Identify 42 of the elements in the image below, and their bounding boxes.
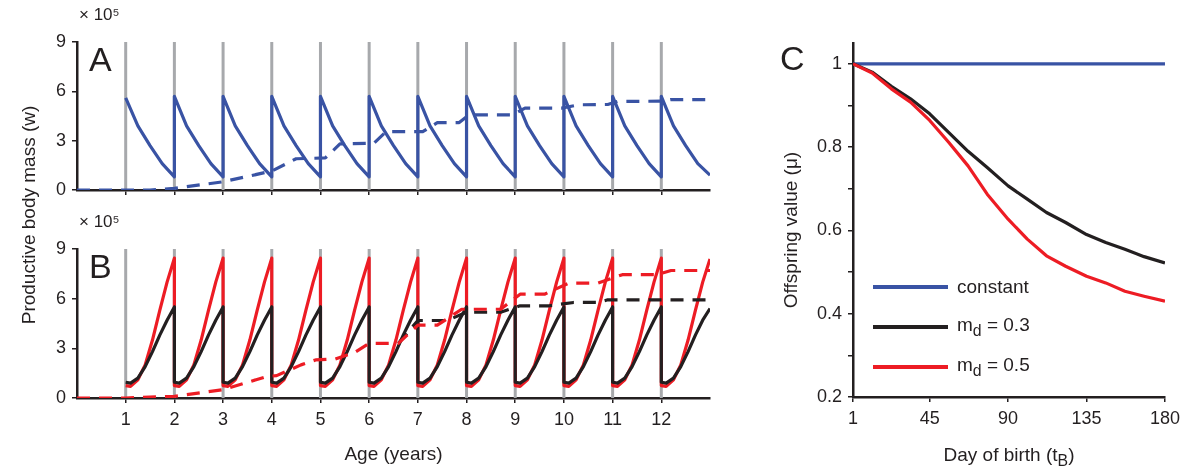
y-tick-label: 3: [55, 337, 66, 358]
legend-label: m$_{d}$ = 0.5: [957, 354, 1030, 380]
annotation: B: [89, 247, 112, 285]
legend-label: constant: [957, 276, 1029, 298]
y-tick-label: 0: [55, 178, 66, 199]
x-tick-label: 180: [1149, 407, 1181, 428]
x-axis-title: Day of birth (t$_{B}$): [943, 444, 1075, 469]
x-tick-label: 12: [651, 408, 672, 429]
x-tick-label: 135: [1071, 407, 1102, 428]
text: C: [780, 39, 805, 77]
annotation: A: [89, 40, 112, 78]
x-tick-label: 1: [120, 408, 131, 429]
y-tick-label: 6: [55, 80, 66, 101]
x-tick-label: 4: [266, 408, 277, 429]
legend-label: m$_{d}$ = 0.3: [957, 314, 1030, 340]
x-tick-label: 3: [218, 408, 229, 429]
y-tick-label: 0.8: [816, 136, 842, 157]
x-tick-label: 8: [461, 408, 472, 429]
x-tick-label: 10: [553, 408, 574, 429]
x-tick-label: 5: [315, 408, 326, 429]
y-tick-label: 0: [55, 386, 66, 407]
x-tick-label: 7: [412, 408, 423, 429]
x-tick-label: 6: [364, 408, 375, 429]
x-tick-label: 45: [919, 407, 940, 428]
y-tick-label: 9: [55, 237, 66, 258]
y-tick-label: 0.6: [816, 219, 842, 240]
x-tick-label: 11: [603, 408, 622, 429]
text: × 10⁵: [79, 212, 120, 231]
x-axis-title: Age (years): [344, 443, 443, 464]
text: × 10⁵: [79, 5, 120, 24]
y-tick-label: 0.4: [816, 302, 842, 323]
x-tick-label: 9: [510, 408, 521, 429]
y-axis-title: Offspring value (μ): [779, 151, 801, 309]
x-tick-label: 90: [998, 407, 1019, 428]
y-tick-label: 6: [55, 287, 66, 308]
y-tick-label: 0.2: [816, 385, 842, 406]
y-tick-label: 9: [55, 30, 66, 51]
x-tick-label: 2: [169, 408, 180, 429]
y-axis-title: Productive body mass (w): [17, 105, 39, 325]
x-tick-label: 1: [847, 407, 859, 428]
y-tick-label: 1: [831, 52, 842, 73]
y-tick-label: 3: [55, 129, 66, 150]
